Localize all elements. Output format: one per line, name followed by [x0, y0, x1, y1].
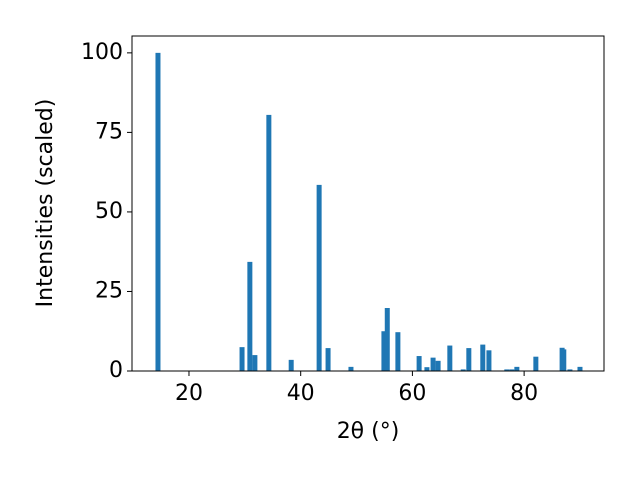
- y-tick-label: 0: [109, 358, 123, 383]
- y-tick-label: 100: [81, 40, 123, 65]
- bar: [288, 359, 294, 371]
- bar: [348, 366, 354, 371]
- y-axis-label: Intensities (scaled): [33, 99, 58, 308]
- bar: [466, 348, 472, 371]
- bar: [266, 114, 272, 372]
- y-tick-label: 25: [95, 278, 123, 303]
- bar: [424, 367, 430, 371]
- x-tick-label: 80: [510, 381, 538, 406]
- bar: [577, 366, 583, 371]
- bar: [561, 349, 567, 371]
- bar: [435, 360, 441, 371]
- bar: [395, 332, 401, 371]
- bar: [247, 261, 253, 371]
- plot-frame: [131, 35, 605, 372]
- bar: [509, 369, 515, 371]
- bar: [384, 308, 390, 371]
- bar: [316, 184, 322, 371]
- bar: [381, 331, 387, 371]
- bar: [480, 344, 486, 371]
- bar: [239, 347, 245, 371]
- y-tick-label: 50: [95, 199, 123, 224]
- bar: [514, 366, 520, 371]
- x-tick-label: 60: [398, 381, 426, 406]
- bar: [533, 356, 539, 371]
- bar: [325, 348, 331, 371]
- x-tick-label: 40: [287, 381, 315, 406]
- bar: [155, 52, 161, 371]
- bar: [486, 350, 492, 371]
- x-axis-label: 2θ (°): [337, 419, 400, 444]
- bar: [416, 356, 422, 371]
- bar: [447, 345, 453, 371]
- bar: [430, 357, 436, 371]
- bar: [504, 369, 510, 371]
- bar: [567, 369, 573, 371]
- x-tick-label: 20: [175, 381, 203, 406]
- bar: [252, 355, 258, 371]
- y-tick-label: 75: [95, 119, 123, 144]
- bar: [460, 369, 466, 371]
